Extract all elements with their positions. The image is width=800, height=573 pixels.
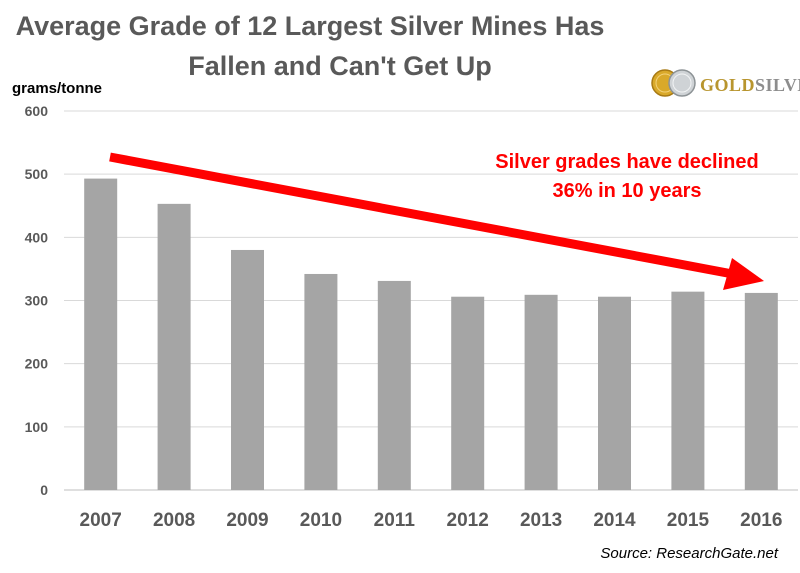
y-tick-label: 400 [25, 229, 49, 245]
bar-2010 [304, 273, 338, 490]
x-tick-label: 2010 [300, 510, 342, 531]
annotation-line-2: 36% in 10 years [553, 180, 702, 202]
chart-title: Average Grade of 12 Largest Silver Mines… [0, 6, 800, 86]
bar-2009 [231, 249, 264, 490]
x-tick-label: 2014 [593, 510, 636, 531]
y-axis-unit-label: grams/tonne [12, 80, 103, 97]
chart-title-line-2: Fallen and Can't Get Up [188, 51, 492, 81]
bar-2014 [598, 296, 631, 490]
x-tick-label: 2015 [667, 510, 710, 531]
y-tick-label: 0 [40, 482, 48, 498]
source-note: Source: ResearchGate.net [600, 545, 778, 562]
y-tick-label: 200 [25, 356, 49, 372]
y-tick-label: 300 [25, 293, 49, 309]
y-tick-label: 100 [25, 419, 49, 435]
trend-arrow-head [723, 258, 764, 290]
x-tick-label: 2016 [740, 510, 782, 531]
bars [84, 178, 778, 491]
bar-2008 [157, 203, 191, 491]
coins-icon [651, 69, 696, 97]
x-tick-label: 2011 [374, 510, 416, 531]
x-tick-label: 2012 [447, 510, 489, 531]
trend-arrow-shaft [109, 152, 739, 280]
annotation-line-1: Silver grades have declined [495, 151, 758, 173]
y-tick-label: 500 [25, 166, 49, 182]
goldsilver-logo: GOLDSILVER® [650, 68, 800, 98]
logo-gold-text: GOLD [700, 75, 756, 95]
x-axis-ticks: 2007 2008 2009 2010 2011 2012 2013 2014 2015 2016 [80, 510, 783, 531]
x-tick-label: 2007 [80, 510, 122, 531]
bar-2007 [84, 178, 118, 491]
bar-2015 [671, 291, 705, 490]
bar-2012 [451, 296, 485, 490]
y-axis-ticks: 0 100 200 300 400 500 600 [25, 103, 49, 498]
bar-2013 [524, 294, 558, 490]
bar-2011 [377, 280, 411, 490]
x-tick-label: 2008 [153, 510, 195, 531]
bar-2016 [744, 292, 778, 490]
logo-silver-text: SILVER [755, 75, 800, 95]
y-tick-label: 600 [25, 103, 49, 119]
x-tick-label: 2013 [520, 510, 562, 531]
logo-wordmark: GOLDSILVER® [700, 75, 800, 96]
chart-title-line-1: Average Grade of 12 Largest Silver Mines… [15, 11, 605, 41]
x-tick-label: 2009 [226, 510, 268, 531]
